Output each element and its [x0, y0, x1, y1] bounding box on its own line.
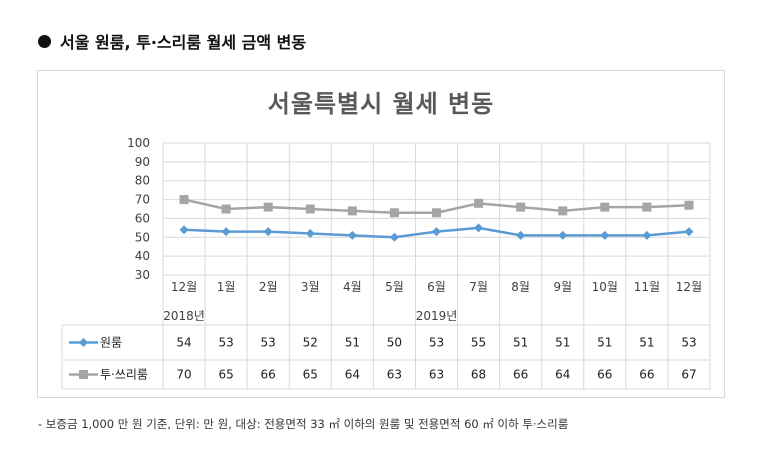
data-point	[179, 225, 189, 235]
data-point	[305, 229, 315, 239]
y-tick-label: 90	[135, 155, 150, 169]
footnote: - 보증금 1,000 만 원 기준, 단위: 만 원, 대상: 전용면적 33…	[38, 417, 569, 431]
x-tick-label: 11월	[634, 280, 660, 294]
section-heading: 서울 원룸, 투·스리룸 월세 금액 변동	[38, 29, 306, 53]
y-tick-label: 80	[135, 174, 150, 188]
table-cell: 50	[387, 336, 402, 350]
table-cell: 51	[345, 336, 360, 350]
data-point	[558, 206, 568, 216]
table-cell: 51	[555, 336, 570, 350]
x-tick-label: 4월	[343, 280, 362, 294]
y-tick-label: 50	[135, 230, 150, 244]
table-cell: 54	[176, 336, 191, 350]
table-cell: 51	[639, 336, 654, 350]
x-tick-label: 9월	[553, 280, 572, 294]
data-point	[389, 208, 399, 218]
data-point	[516, 230, 526, 240]
table-cell: 67	[681, 368, 696, 382]
x-tick-label: 3월	[301, 280, 320, 294]
data-point	[600, 202, 610, 212]
data-point	[221, 204, 231, 214]
data-point	[347, 206, 357, 216]
data-point	[305, 204, 315, 214]
table-cell: 52	[303, 336, 318, 350]
x-tick-label: 7월	[469, 280, 488, 294]
table-cell: 70	[176, 368, 191, 382]
x-tick-label: 8월	[511, 280, 530, 294]
table-cell: 64	[555, 368, 570, 382]
x-tick-label: 12월	[171, 280, 197, 294]
data-point	[600, 230, 610, 240]
y-tick-label: 100	[127, 136, 150, 150]
table-cell: 66	[513, 368, 528, 382]
table-cell: 66	[261, 368, 276, 382]
data-point	[263, 227, 273, 237]
table-cell: 65	[303, 368, 318, 382]
data-point	[432, 208, 441, 218]
legend-label: 원룸	[100, 336, 122, 350]
bullet-icon	[38, 34, 51, 48]
x-tick-label: 6월	[427, 280, 446, 294]
legend-key-marker	[79, 370, 88, 379]
data-point	[347, 230, 357, 240]
table-cell: 65	[218, 368, 233, 382]
data-point	[516, 202, 526, 212]
data-point	[179, 195, 189, 205]
legend-key-marker	[79, 338, 88, 347]
section-heading-text: 서울 원룸, 투·스리룸 월세 금액 변동	[60, 33, 307, 52]
chart-title: 서울특별시 월세 변동	[267, 90, 495, 118]
data-point	[389, 232, 399, 242]
y-tick-label: 60	[135, 211, 150, 225]
chart-frame	[37, 70, 725, 398]
data-point	[642, 202, 652, 212]
table-cell: 68	[471, 368, 486, 382]
data-point	[263, 202, 273, 212]
table-cell: 55	[471, 336, 486, 350]
data-point	[474, 198, 484, 208]
table-cell: 64	[345, 368, 360, 382]
data-point	[432, 227, 441, 237]
data-point	[221, 227, 231, 237]
legend-label: 투·쓰리룸	[100, 368, 148, 382]
data-point	[642, 230, 652, 240]
data-point	[684, 200, 694, 210]
y-tick-label: 30	[135, 268, 150, 282]
table-cell: 53	[261, 336, 276, 350]
table-cell: 63	[387, 368, 402, 382]
table-cell: 53	[429, 336, 444, 350]
x-tick-label: 10월	[592, 280, 618, 294]
table-cell: 66	[639, 368, 654, 382]
table-cell: 66	[597, 368, 612, 382]
data-point	[684, 227, 694, 237]
table-cell: 63	[429, 368, 444, 382]
y-tick-label: 70	[135, 193, 150, 207]
table-cell: 51	[513, 336, 528, 350]
y-tick-label: 40	[135, 249, 150, 263]
x-year-label: 2019년	[416, 309, 458, 323]
x-tick-label: 2월	[259, 280, 278, 294]
data-point	[474, 223, 484, 233]
x-tick-label: 5월	[385, 280, 404, 294]
table-cell: 53	[218, 336, 233, 350]
table-cell: 53	[681, 336, 696, 350]
x-tick-label: 1월	[217, 280, 236, 294]
x-year-label: 2018년	[163, 309, 205, 323]
data-point	[558, 230, 568, 240]
x-tick-label: 12월	[676, 280, 702, 294]
table-cell: 51	[597, 336, 612, 350]
